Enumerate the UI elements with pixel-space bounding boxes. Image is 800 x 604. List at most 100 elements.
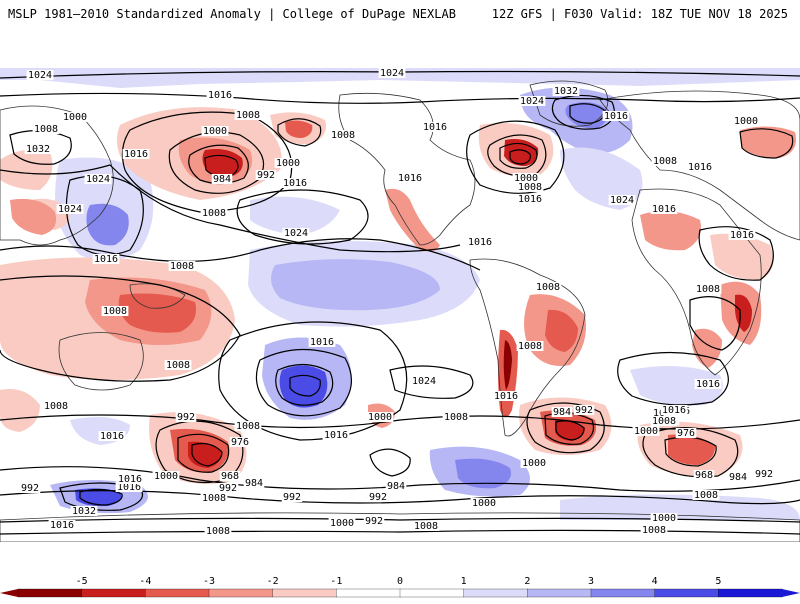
iso-1000-spac-low-label: 1000 <box>330 518 354 529</box>
iso-992-spac-label: 992 <box>369 492 387 503</box>
iso-976-tasman-label: 976 <box>231 437 249 448</box>
isobar-india-high <box>698 226 774 281</box>
iso-1016-spac-label-bg <box>308 337 336 347</box>
iso-976-sio-label-bg <box>675 428 697 438</box>
colorbar-segment <box>527 588 592 598</box>
isobar-spac-high-2 <box>275 363 334 406</box>
iso-1024-atl-label: 1024 <box>610 195 634 206</box>
iso-1016-asia-label-bg <box>122 149 150 159</box>
iso-1032-sant-label: 1032 <box>72 506 96 517</box>
isobar-europe-low <box>739 128 794 159</box>
iso-1008-brazil-label-bg <box>516 341 544 351</box>
colorbar-segment <box>336 588 401 598</box>
iso-1008-aus-label: 1008 <box>202 493 226 504</box>
iso-1016-nw-label: 1016 <box>208 90 232 101</box>
iso-1008-wpac-c-label: 1008 <box>696 284 720 295</box>
iso-1000-atl-label-bg <box>512 173 540 183</box>
colorbar-tick-label: 3 <box>588 576 594 587</box>
colorbar-tick-label: -4 <box>139 576 151 587</box>
coast-asia-west <box>0 105 114 246</box>
anomaly-negative-satl-low-core <box>555 419 585 441</box>
iso-1008-brazil-label: 1008 <box>518 341 542 352</box>
isobar-1008-so <box>0 414 800 430</box>
header: MSLP 1981–2010 Standardized Anomaly | Co… <box>0 0 800 30</box>
colorbar-segment <box>399 588 465 598</box>
colorbar-segment <box>463 588 528 598</box>
iso-1008-sio-c-label: 1008 <box>642 525 666 536</box>
iso-1000-drake-b-label: 1000 <box>522 458 546 469</box>
iso-1008-europe-label: 1008 <box>653 156 677 167</box>
iso-1016-chile-label: 1016 <box>324 430 348 441</box>
colorbar-tick-label: 5 <box>715 576 721 587</box>
isobar-satl-low-1 <box>526 402 605 454</box>
iso-1016-arabia-label-bg <box>728 230 756 240</box>
colorbar-right-arrow <box>782 589 800 597</box>
iso-1008-europe-label-bg <box>651 156 679 166</box>
anomaly-positive-wna-core <box>86 203 129 246</box>
iso-968-tasman-label: 968 <box>221 471 239 482</box>
coast-north-america <box>338 92 476 246</box>
isobar-npac-high <box>236 189 369 245</box>
colorbar-segment <box>654 588 719 598</box>
iso-1008-spac-label-bg <box>164 360 192 370</box>
iso-1016-nz-label: 1016 <box>118 474 142 485</box>
iso-1008-pac-label: 1008 <box>202 208 226 219</box>
isobar-1016-spac-ring <box>218 321 408 441</box>
iso-992-sant-label: 992 <box>21 483 39 494</box>
colorbar-tick-label: 4 <box>652 576 658 587</box>
iso-1008-pac-label-bg <box>200 208 228 218</box>
iso-1000-satl-label: 1000 <box>634 426 658 437</box>
iso-1008-aus-label-bg <box>200 493 228 503</box>
iso-968-sio-label-bg <box>693 470 715 480</box>
iso-1008-sant-label-bg <box>204 526 232 536</box>
iso-1008-india-label-bg <box>101 306 129 316</box>
iso-1008-india-label: 1008 <box>103 306 127 317</box>
iso-1016-satl-label: 1016 <box>662 405 686 416</box>
iso-1032-asia-label-bg <box>24 144 52 154</box>
iso-1008-tasman-label-bg <box>234 421 262 431</box>
iso-1016-india-label-bg <box>92 254 120 264</box>
isobar-bering-low <box>277 118 322 147</box>
iso-1000-aleutian-c-label-bg <box>274 158 302 168</box>
iso-1016-spac-b-label: 1016 <box>494 391 518 402</box>
iso-984-sio-label-bg <box>727 472 749 482</box>
anomaly-positive-trop-pac-core <box>271 259 440 311</box>
iso-1000-sio-label-bg <box>650 513 678 523</box>
iso-1024-spac-label-bg <box>410 376 438 386</box>
iso-1000-aleutian-c-label: 1000 <box>276 158 300 169</box>
iso-1008-sio-b-label-bg <box>692 490 720 500</box>
iso-1016-carib-label-bg <box>466 237 494 247</box>
iso-1000-aleutian-b-label: 1000 <box>203 126 227 137</box>
iso-1000-europe-label: 1000 <box>734 116 758 127</box>
iso-1024-north-label-bg <box>378 68 406 78</box>
iso-1008-satl-label-bg <box>42 401 70 411</box>
iso-1016-safrica-label: 1016 <box>696 379 720 390</box>
anomaly-negative-india <box>710 233 774 280</box>
iso-984-sio-label: 984 <box>729 472 747 483</box>
iso-1016-spac-label: 1016 <box>310 337 334 348</box>
iso-1016-carib-label: 1016 <box>468 237 492 248</box>
iso-1016-arabia-label: 1016 <box>730 230 754 241</box>
iso-992-ant-label-bg <box>363 516 385 526</box>
colorbar-tick-label: -5 <box>76 576 88 587</box>
isobar-aleutian-low-2 <box>188 144 249 185</box>
model-run-info: 12Z GFS | F030 Valid: 18Z TUE NOV 18 202… <box>491 7 788 21</box>
iso-1000-europe-label-bg <box>732 116 760 126</box>
anomaly-positive-indian <box>630 366 723 406</box>
isobar-aleutian-outer <box>121 111 293 213</box>
iso-992-ant-label: 992 <box>365 516 383 527</box>
iso-1016-satl-label-bg <box>660 405 688 415</box>
isobar-sant-high-2 <box>79 488 123 506</box>
iso-1008-tasman-label: 1008 <box>236 421 260 432</box>
iso-984-satl-label: 984 <box>553 407 571 418</box>
iso-1016-mexico-label: 1016 <box>398 173 422 184</box>
coast-greenland <box>529 80 609 127</box>
iso-1000-ant-label: 1000 <box>472 498 496 509</box>
iso-1016-sahara-label-bg <box>650 204 678 214</box>
iso-976-sio-label: 976 <box>677 428 695 439</box>
anomaly-negative-andes-core <box>503 340 512 390</box>
isobar-greenland-high <box>551 94 615 130</box>
iso-1000-drake-b-label-bg <box>520 458 548 468</box>
iso-1016-atl-label: 1016 <box>604 111 628 122</box>
iso-976-tasman-label-bg <box>229 437 251 447</box>
